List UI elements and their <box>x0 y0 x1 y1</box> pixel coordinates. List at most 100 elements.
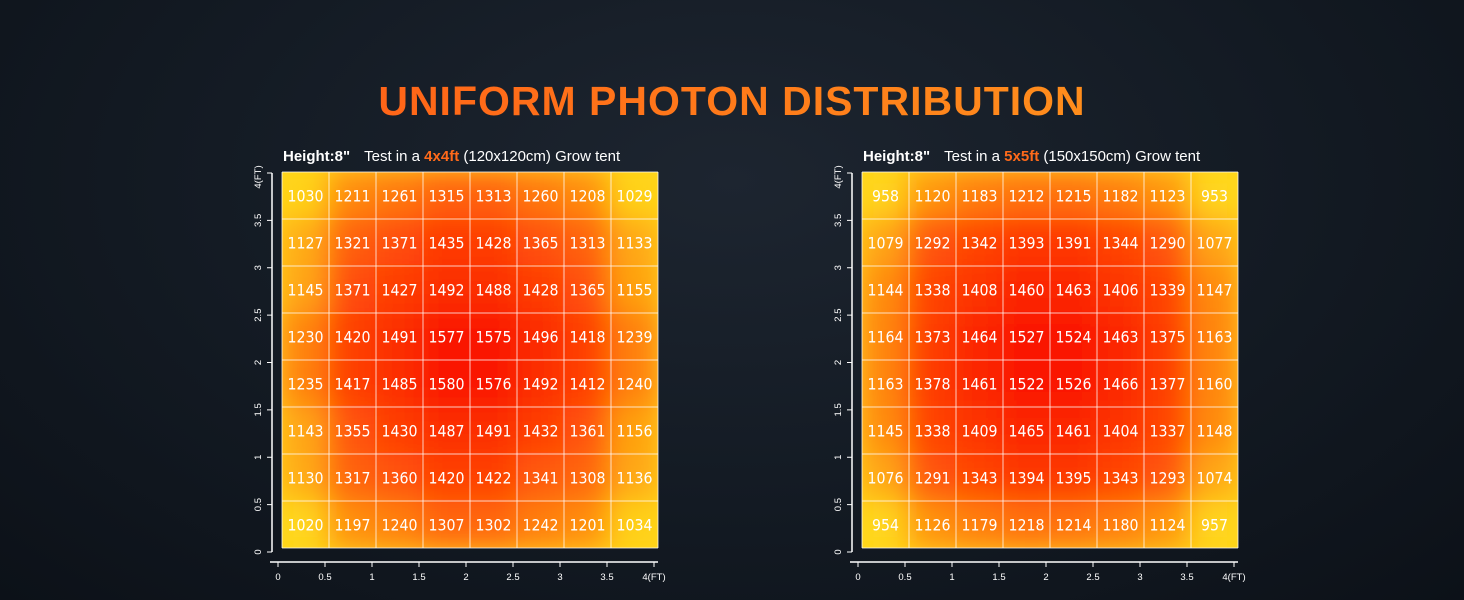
heat-cell <box>1189 217 1238 268</box>
heat-cell <box>327 499 378 548</box>
heat-cell <box>1001 311 1052 362</box>
heat-cell <box>327 405 378 456</box>
tent-size: 5x5ft <box>1004 148 1040 165</box>
cell-value: 1408 <box>962 281 998 300</box>
heat-cell <box>515 499 566 548</box>
heat-cell <box>1142 405 1193 456</box>
heat-cell <box>907 264 958 315</box>
x-tick-label: 3.5 <box>600 572 613 583</box>
heat-cell <box>609 358 658 409</box>
cell-value: 1417 <box>335 375 371 394</box>
cell-value: 1180 <box>1103 516 1139 535</box>
heat-cell <box>907 217 958 268</box>
cell-value: 1412 <box>570 375 606 394</box>
heat-cell <box>562 405 613 456</box>
heat-cell <box>468 172 519 221</box>
cell-value: 1030 <box>288 187 324 206</box>
heat-cell <box>862 311 911 362</box>
cell-value: 1575 <box>476 328 512 347</box>
cell-value: 1208 <box>570 187 606 206</box>
grid-lines <box>861 171 1239 549</box>
heat-cell <box>1095 405 1146 456</box>
heat-cell <box>327 452 378 503</box>
heat-cell <box>609 452 658 503</box>
heat-cell <box>515 311 566 362</box>
x-tick-label: 4(FT) <box>642 572 665 583</box>
cell-value: 1124 <box>1150 516 1186 535</box>
x-tick-label: 1.5 <box>412 572 425 583</box>
heat-cell <box>1001 405 1052 456</box>
cell-value: 1260 <box>523 187 559 206</box>
y-tick-label: 2 <box>833 360 844 365</box>
heat-cell <box>421 499 472 548</box>
x-tick-label: 2 <box>1043 572 1048 583</box>
cell-value: 1291 <box>915 469 951 488</box>
heat-cell <box>374 499 425 548</box>
cell-value: 1355 <box>335 422 371 441</box>
cell-value: 957 <box>1201 516 1228 535</box>
cell-value: 1577 <box>429 328 465 347</box>
cell-value: 1292 <box>915 234 951 253</box>
heat-cell <box>374 264 425 315</box>
heat-cell <box>515 452 566 503</box>
cell-value: 1308 <box>570 469 606 488</box>
heat-cell <box>609 311 658 362</box>
y-tick-label: 0.5 <box>833 498 844 511</box>
heat-cell <box>1048 358 1099 409</box>
y-tick-label: 1.5 <box>833 403 844 416</box>
y-tick-label: 1 <box>833 455 844 460</box>
heat-cell <box>1001 217 1052 268</box>
height-label: Height:8" <box>283 148 351 165</box>
heat-cell <box>1001 264 1052 315</box>
heat-cell <box>421 452 472 503</box>
cell-value: 1235 <box>288 375 324 394</box>
cell-value: 1302 <box>476 516 512 535</box>
x-tick-label: 2.5 <box>506 572 519 583</box>
cell-value: 1492 <box>523 375 559 394</box>
heat-cell <box>1189 172 1238 221</box>
cell-value: 1148 <box>1197 422 1233 441</box>
heat-cell <box>515 264 566 315</box>
cell-value: 1341 <box>523 469 559 488</box>
cell-value: 1420 <box>429 469 465 488</box>
cell-value: 1491 <box>476 422 512 441</box>
cell-value: 1201 <box>570 516 606 535</box>
chart-subtitle: Height:8" Test in a 5x5ft (150x150cm) Gro… <box>863 148 1200 165</box>
heat-cell <box>468 358 519 409</box>
cell-value: 1377 <box>1150 375 1186 394</box>
cell-value: 1261 <box>382 187 418 206</box>
y-tick-label: 0.5 <box>253 498 264 511</box>
heat-cell <box>609 405 658 456</box>
cell-value: 1197 <box>335 516 371 535</box>
x-tick-label: 3 <box>1137 572 1142 583</box>
y-tick-label: 2 <box>253 360 264 365</box>
x-tick-label: 3.5 <box>1180 572 1193 583</box>
axes: 0 0.5 1 1.5 2 2.5 3 3.5 4(FT) 0 0.5 1 1.5 2 2.5 3 3.5 4(F… <box>833 165 1246 583</box>
heat-cell <box>562 311 613 362</box>
y-tick-label: 3 <box>833 265 844 270</box>
cell-value: 1365 <box>570 281 606 300</box>
cell-value: 1461 <box>1056 422 1092 441</box>
heat-cell <box>468 499 519 548</box>
cell-value: 1343 <box>1103 469 1139 488</box>
heat-cell <box>907 452 958 503</box>
cell-value: 1074 <box>1197 469 1233 488</box>
cell-value: 1378 <box>915 375 951 394</box>
cell-value: 1526 <box>1056 375 1092 394</box>
cell-value: 1076 <box>868 469 904 488</box>
cell-value: 1485 <box>382 375 418 394</box>
x-tick-label: 0 <box>275 572 280 583</box>
cell-value: 1371 <box>335 281 371 300</box>
cell-value: 1214 <box>1056 516 1092 535</box>
heat-cell <box>282 264 331 315</box>
cell-value: 1460 <box>1009 281 1045 300</box>
y-tick-label: 4(FT) <box>833 165 844 188</box>
cell-value: 1029 <box>617 187 653 206</box>
heat-cell <box>468 264 519 315</box>
cell-value: 1218 <box>1009 516 1045 535</box>
heat-cell <box>1095 311 1146 362</box>
heat-cell <box>1142 264 1193 315</box>
heat-cell <box>862 217 911 268</box>
cell-value: 1404 <box>1103 422 1139 441</box>
